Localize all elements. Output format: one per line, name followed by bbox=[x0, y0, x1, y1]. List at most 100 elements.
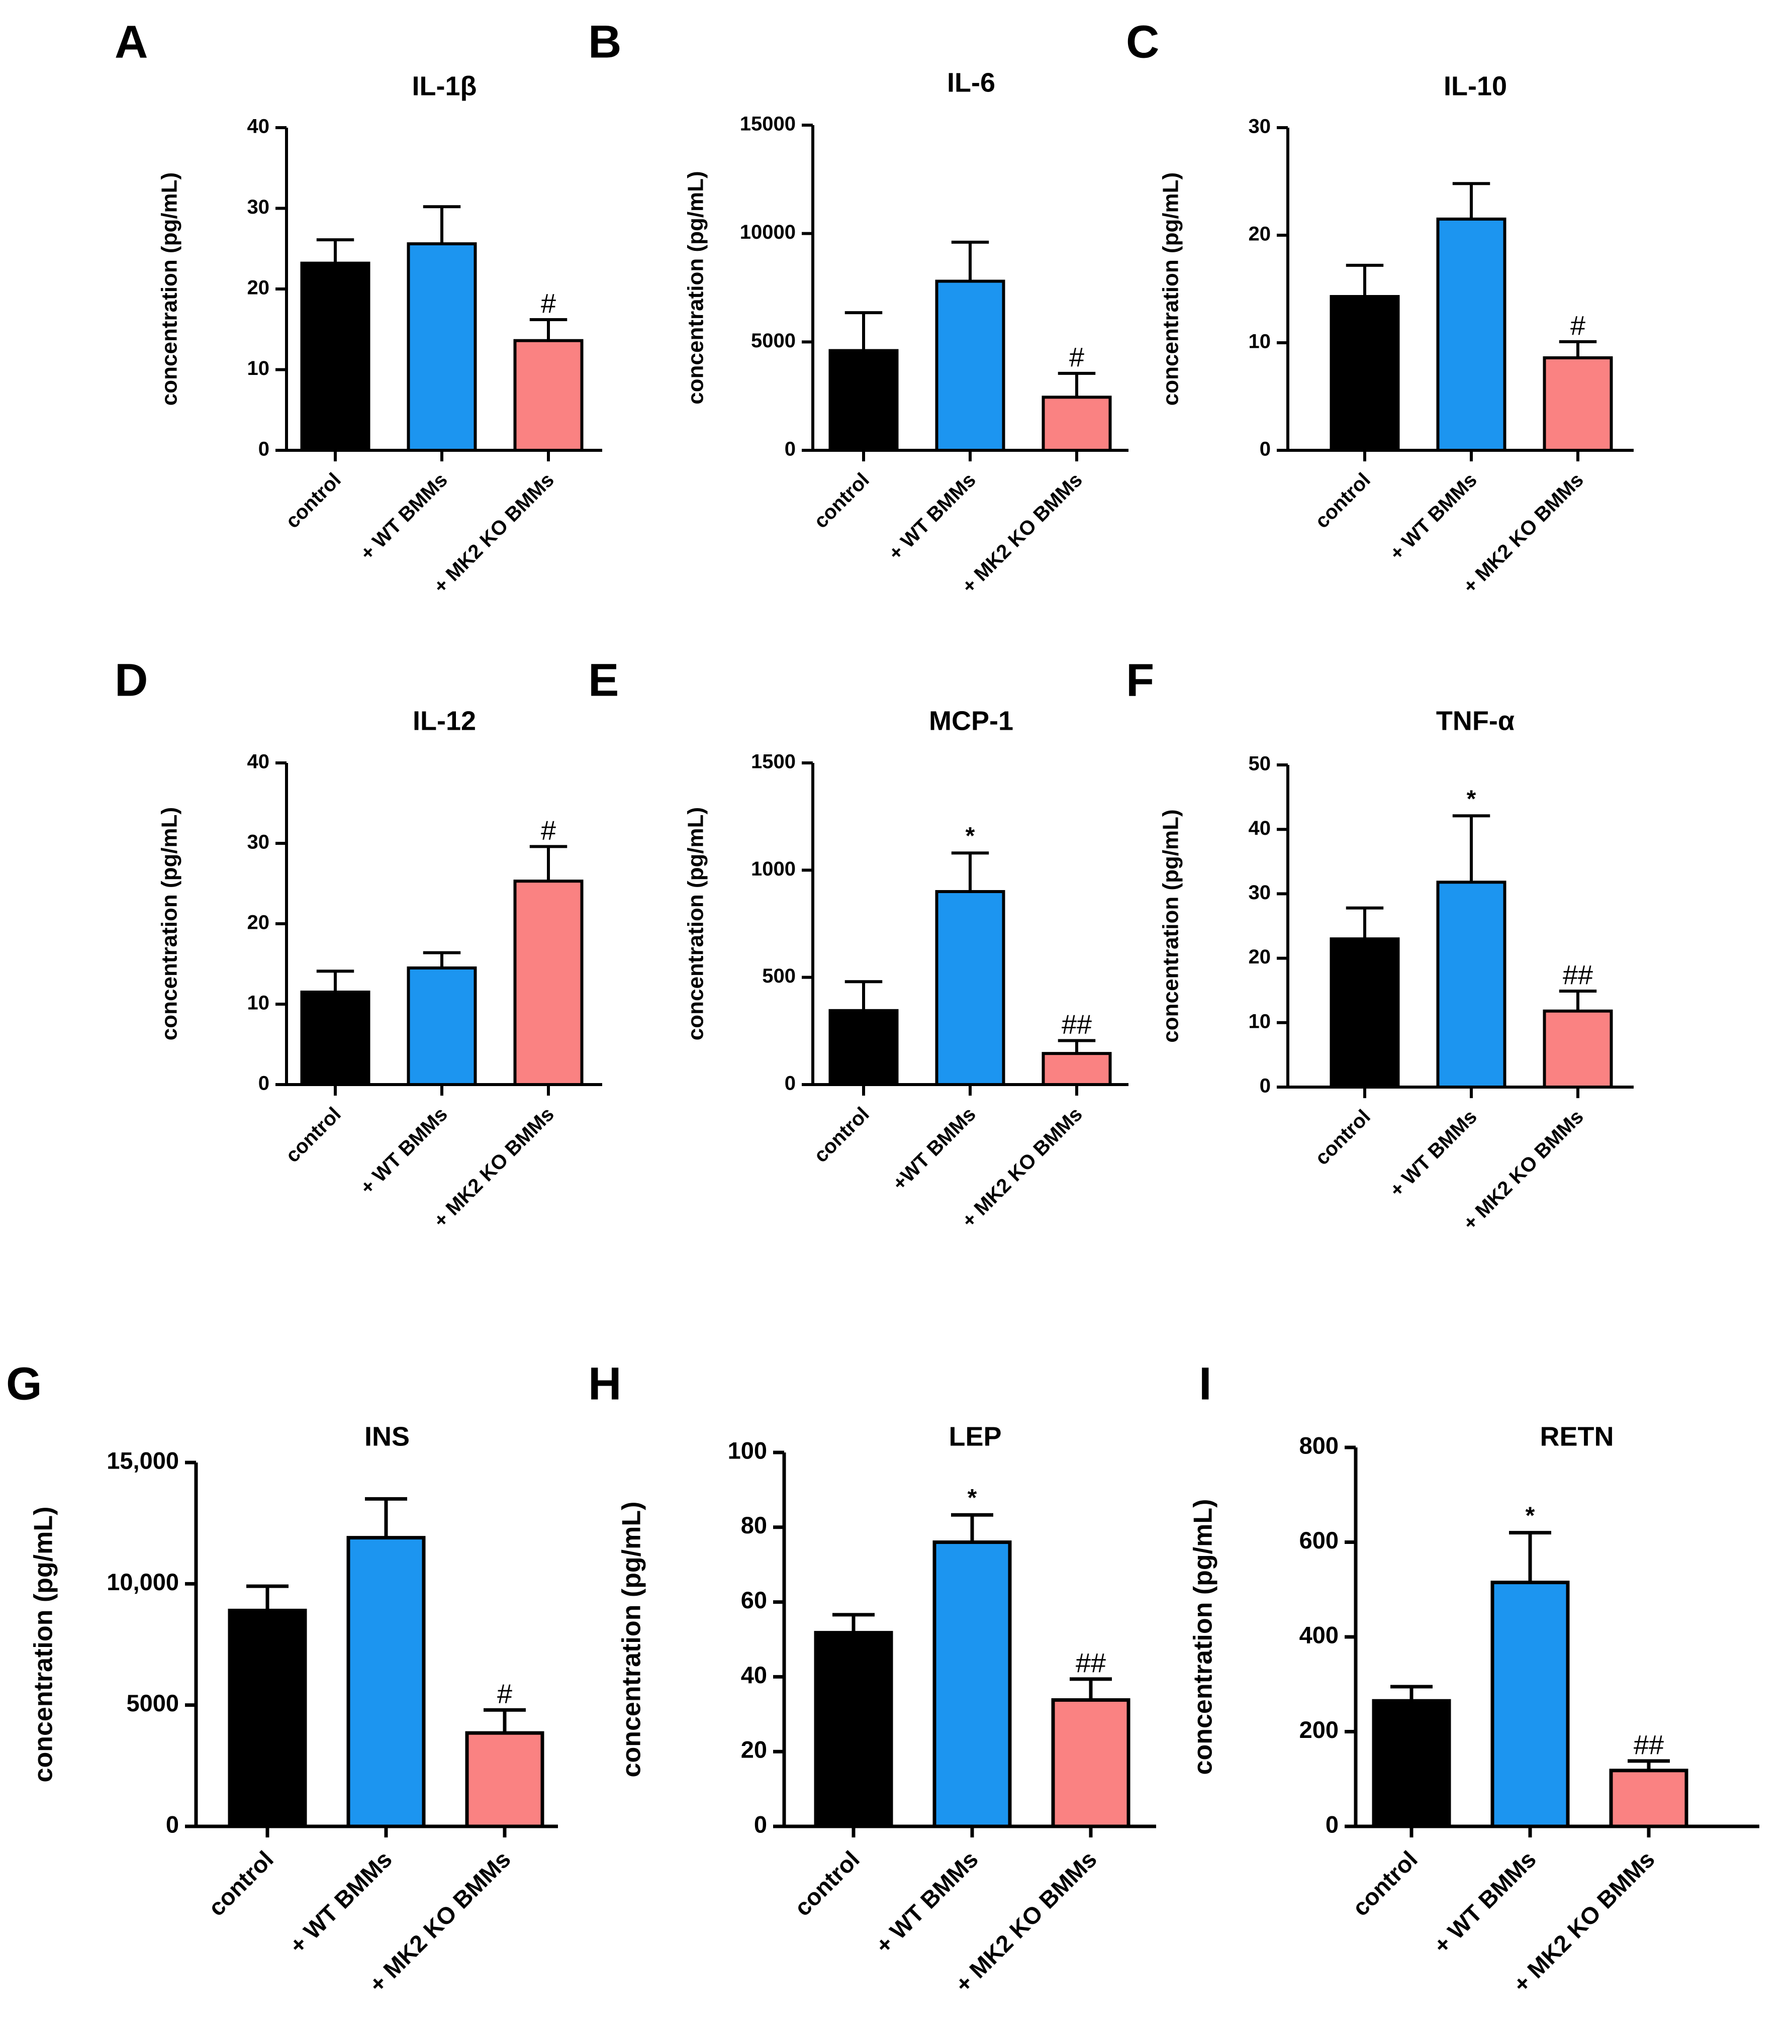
y-tick-label: 400 bbox=[1299, 1621, 1339, 1648]
x-tick-label: + WT BMMs bbox=[356, 469, 452, 565]
x-tick-label: control bbox=[1311, 1106, 1375, 1170]
y-tick-label: 0 bbox=[166, 1811, 179, 1837]
y-tick-label: 5000 bbox=[751, 330, 796, 352]
y-axis-label: concentration (pg/mL) bbox=[684, 807, 708, 1040]
x-tick-label: control bbox=[1347, 1845, 1423, 1921]
bar bbox=[1543, 1009, 1613, 1089]
chart-panel-d: D IL-12 concentration (pg/mL) 0 10 20 30 40 cont… bbox=[115, 654, 602, 1232]
bar bbox=[1330, 295, 1400, 452]
x-tick-label: control bbox=[1311, 469, 1375, 533]
y-tick-label: 200 bbox=[1299, 1716, 1339, 1743]
y-tick-label: 40 bbox=[1249, 817, 1271, 839]
y-axis-label: concentration (pg/mL) bbox=[157, 172, 182, 406]
panel-letter: F bbox=[1126, 654, 1154, 706]
chart-panel-c: C IL-10 concentration (pg/mL) 0 10 20 30 contro… bbox=[1126, 16, 1634, 598]
y-tick-label: 0 bbox=[1260, 438, 1271, 460]
y-tick-label: 20 bbox=[247, 277, 270, 299]
y-tick-label: 20 bbox=[1249, 946, 1271, 968]
bar bbox=[1372, 1699, 1451, 1828]
x-tick-label: control bbox=[789, 1845, 865, 1921]
y-axis-label: concentration (pg/mL) bbox=[1159, 809, 1183, 1042]
bar bbox=[1609, 1769, 1688, 1828]
chart-panel-i: I RETN concentration (pg/mL) 0 200 400 600 800 c… bbox=[1189, 1358, 1759, 1998]
y-tick-label: 40 bbox=[741, 1662, 767, 1688]
y-tick-label: 80 bbox=[741, 1512, 767, 1538]
y-tick-label: 50 bbox=[1249, 753, 1271, 775]
x-tick-label: + WT BMMs bbox=[356, 1103, 452, 1199]
chart-title: MCP-1 bbox=[929, 706, 1013, 736]
y-tick-label: 600 bbox=[1299, 1527, 1339, 1553]
y-tick-label: 0 bbox=[1326, 1811, 1339, 1837]
x-tick-label: control bbox=[281, 1103, 345, 1167]
chart-title: LEP bbox=[949, 1421, 1001, 1451]
x-tick-label: control bbox=[203, 1845, 278, 1921]
bar bbox=[1042, 1052, 1112, 1086]
x-tick-label: + WT BMMs bbox=[1428, 1845, 1541, 1959]
bar bbox=[300, 991, 370, 1086]
chart-panel-h: H LEP concentration (pg/mL) 0 20 40 60 80 100 con… bbox=[588, 1358, 1156, 1998]
chart-panel-e: E MCP-1 concentration (pg/mL) 0 500 1000 1500 c… bbox=[588, 654, 1128, 1232]
chart-panel-a: A IL-1β concentration (pg/mL) 0 10 20 30 40 cont… bbox=[115, 16, 602, 598]
x-tick-label: control bbox=[281, 469, 345, 533]
bar bbox=[513, 339, 584, 452]
bar bbox=[1436, 881, 1506, 1089]
x-tick-label: control bbox=[810, 1103, 874, 1167]
y-axis-label: concentration (pg/mL) bbox=[684, 171, 708, 404]
y-tick-label: 10 bbox=[247, 357, 270, 379]
chart-title: IL-10 bbox=[1444, 71, 1507, 101]
y-tick-label: 60 bbox=[741, 1587, 767, 1613]
panel-letter: E bbox=[588, 654, 619, 706]
y-tick-label: 15,000 bbox=[107, 1447, 179, 1474]
significance-label: # bbox=[541, 815, 556, 845]
chart-panel-f: F TNF-α concentration (pg/mL) 0 10 20 30 40 50 co… bbox=[1126, 654, 1634, 1234]
y-axis-label: concentration (pg/mL) bbox=[29, 1507, 58, 1783]
bar bbox=[407, 966, 477, 1086]
significance-label: * bbox=[968, 1485, 977, 1511]
y-tick-label: 20 bbox=[1249, 223, 1271, 245]
significance-label: ## bbox=[1563, 960, 1593, 990]
bar bbox=[932, 1540, 1012, 1828]
x-tick-label: + MK2 KO BMMs bbox=[1459, 1106, 1588, 1235]
chart-title: TNF-α bbox=[1436, 706, 1515, 736]
panel-letter: A bbox=[115, 16, 148, 67]
bar bbox=[1490, 1581, 1570, 1828]
chart-title: RETN bbox=[1540, 1421, 1614, 1451]
bar bbox=[814, 1631, 893, 1828]
bar bbox=[1330, 937, 1400, 1089]
bar bbox=[1436, 217, 1506, 452]
bar bbox=[346, 1536, 426, 1828]
y-tick-label: 10000 bbox=[740, 221, 796, 243]
significance-label: * bbox=[1467, 786, 1476, 812]
y-tick-label: 40 bbox=[247, 751, 270, 773]
y-tick-label: 1000 bbox=[751, 858, 796, 880]
x-tick-label: + MK2 KO BMMs bbox=[429, 469, 558, 598]
bar bbox=[228, 1608, 307, 1828]
y-tick-label: 15000 bbox=[740, 113, 796, 135]
bar bbox=[1543, 356, 1613, 452]
bar bbox=[465, 1731, 544, 1828]
x-tick-label: control bbox=[810, 469, 874, 533]
chart-title: INS bbox=[364, 1421, 410, 1451]
chart-title: IL-1β bbox=[412, 71, 477, 101]
y-tick-label: 0 bbox=[258, 438, 269, 460]
y-axis-label: concentration (pg/mL) bbox=[617, 1502, 646, 1778]
bar bbox=[1051, 1698, 1130, 1828]
x-tick-label: + WT BMMs bbox=[284, 1845, 397, 1959]
significance-label: # bbox=[497, 1679, 512, 1709]
y-tick-label: 0 bbox=[785, 438, 796, 460]
y-tick-label: 40 bbox=[247, 116, 270, 138]
chart-title: IL-6 bbox=[947, 67, 995, 98]
panel-letter: I bbox=[1199, 1358, 1212, 1409]
bar bbox=[828, 1009, 899, 1087]
y-tick-label: 0 bbox=[754, 1811, 767, 1837]
significance-label: # bbox=[1069, 342, 1084, 372]
y-tick-label: 1500 bbox=[751, 751, 796, 773]
y-tick-label: 30 bbox=[1249, 116, 1271, 138]
y-axis-label: concentration (pg/mL) bbox=[1159, 172, 1183, 406]
significance-label: * bbox=[966, 823, 975, 849]
bar bbox=[513, 880, 584, 1086]
y-tick-label: 500 bbox=[762, 965, 796, 987]
chart-panel-b: B IL-6 concentration (pg/mL) 0 5000 10000 1500… bbox=[588, 16, 1128, 598]
y-tick-label: 30 bbox=[247, 831, 270, 853]
y-tick-label: 10 bbox=[247, 992, 270, 1014]
